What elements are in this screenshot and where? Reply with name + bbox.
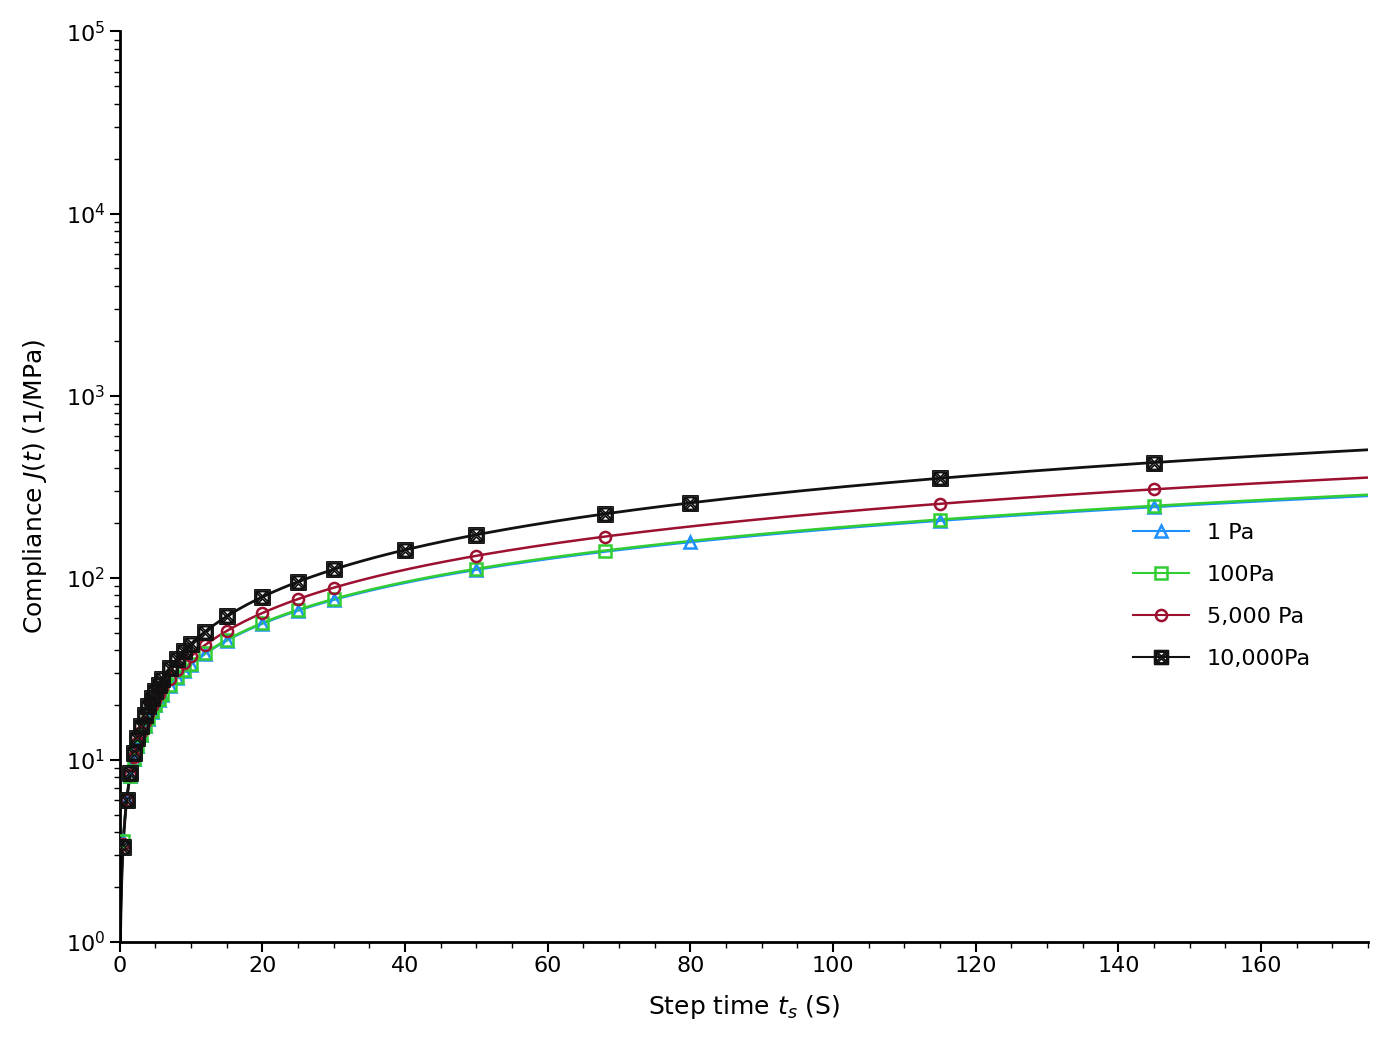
Legend: 1 Pa, 100Pa, 5,000 Pa, 10,000Pa: 1 Pa, 100Pa, 5,000 Pa, 10,000Pa (1124, 514, 1320, 678)
Y-axis label: Compliance $J(t)$ (1/MPa): Compliance $J(t)$ (1/MPa) (21, 339, 49, 635)
X-axis label: Step time $t_s$ (S): Step time $t_s$ (S) (647, 993, 840, 1021)
